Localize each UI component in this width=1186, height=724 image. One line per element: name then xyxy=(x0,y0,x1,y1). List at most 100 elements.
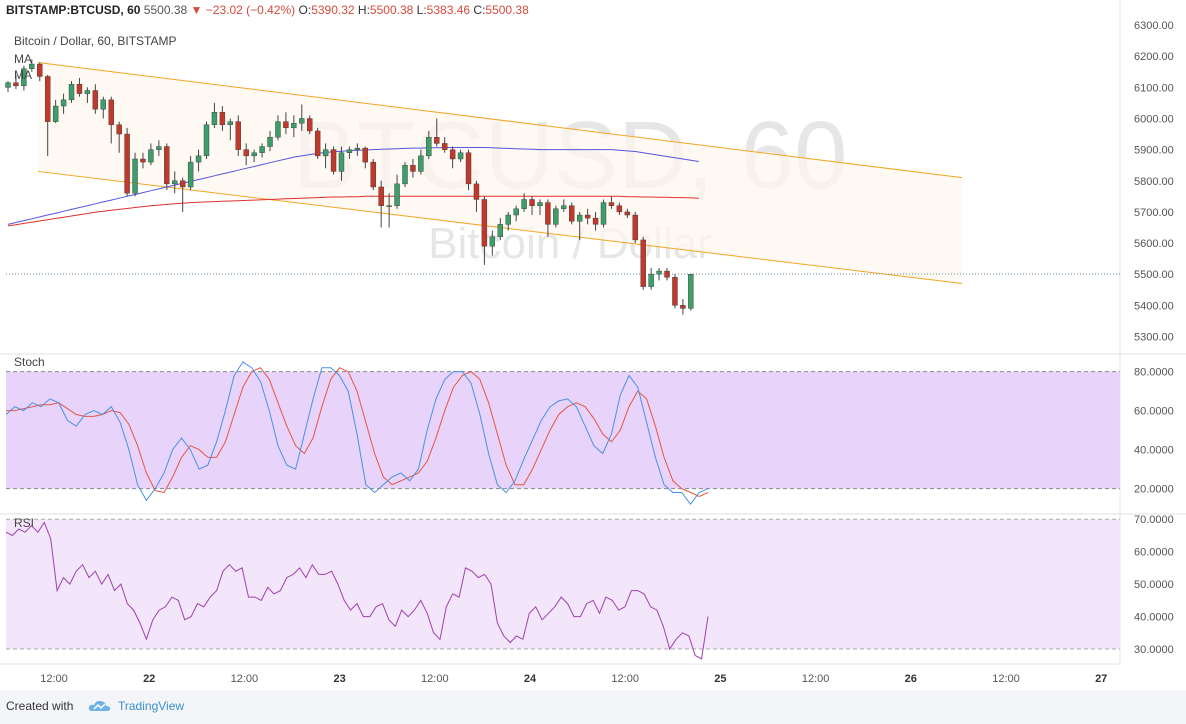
price-tick-label: 6100.00 xyxy=(1134,82,1174,94)
rsi-line xyxy=(5,521,709,660)
candle-body xyxy=(386,205,392,207)
channel-fill xyxy=(38,62,962,284)
candle-body xyxy=(251,152,257,157)
candle-body xyxy=(378,186,384,206)
open-label: O: xyxy=(298,3,312,17)
candle-body xyxy=(640,239,646,287)
candle-body xyxy=(219,112,226,125)
candle-body xyxy=(299,118,305,124)
price-tick-label: 5400.00 xyxy=(1134,300,1174,312)
time-tick-label: 24 xyxy=(524,673,537,685)
candle-body xyxy=(243,149,249,157)
candle-body xyxy=(426,136,432,157)
candle-body xyxy=(116,124,122,135)
candle-body xyxy=(60,99,67,107)
candle-body xyxy=(545,202,551,225)
time-tick-label: 22 xyxy=(143,673,155,685)
time-tick-label: 25 xyxy=(714,673,726,685)
candle-body xyxy=(402,165,408,185)
time-tick-label: 12:00 xyxy=(802,673,830,685)
low-value: 5383.46 xyxy=(426,3,471,17)
price-tick-label: 5800.00 xyxy=(1134,176,1174,188)
candle-body xyxy=(561,205,567,209)
rsi-tick-label: 30.0000 xyxy=(1134,644,1174,656)
candle-body xyxy=(52,105,59,122)
stoch-tick-label: 40.0000 xyxy=(1134,445,1174,457)
price-tick-label: 5500.00 xyxy=(1134,269,1174,281)
candle-body xyxy=(569,205,575,222)
candle-body xyxy=(259,146,265,153)
candle-body xyxy=(608,202,615,206)
candle-body xyxy=(235,121,241,150)
candle-body xyxy=(291,122,297,129)
candle-body xyxy=(179,180,186,188)
stoch-tick-label: 20.0000 xyxy=(1134,484,1174,496)
candle-body xyxy=(203,124,210,157)
candle-body xyxy=(275,121,281,138)
candle-body xyxy=(283,121,289,129)
candle-body xyxy=(497,224,503,238)
candle-body xyxy=(338,152,345,172)
ma-blue-line xyxy=(7,147,699,225)
stoch-tick-label: 80.0000 xyxy=(1134,367,1174,379)
rsi-tick-label: 60.0000 xyxy=(1134,547,1174,559)
close-value: 5500.38 xyxy=(485,3,529,17)
candle-body xyxy=(680,305,686,309)
price-tick-label: 5700.00 xyxy=(1134,207,1174,219)
time-tick-label: 23 xyxy=(333,673,345,685)
candle-body xyxy=(21,68,27,87)
candle-body xyxy=(267,136,273,147)
candle-body xyxy=(68,84,75,101)
time-tick-label: 12:00 xyxy=(231,673,259,685)
time-tick-label: 26 xyxy=(905,673,917,685)
candle-body xyxy=(410,165,416,172)
candle-body xyxy=(307,118,313,132)
candle-body xyxy=(362,147,368,163)
candle-body xyxy=(108,99,114,125)
ma-red-line xyxy=(7,195,699,227)
rsi-tick-label: 50.0000 xyxy=(1134,579,1174,591)
rsi-tick-label: 40.0000 xyxy=(1134,612,1174,624)
price-change: −23.02 (−0.42%) xyxy=(205,3,296,17)
footer-bar: Created with TradingView xyxy=(0,690,1186,724)
price-tick-label: 5300.00 xyxy=(1134,331,1174,343)
candle-body xyxy=(227,121,234,125)
symbol-header: BITSTAMP:BTCUSD, 60 5500.38 ▼ −23.02 (−0… xyxy=(6,3,529,17)
created-with-text: Created with xyxy=(6,699,74,713)
candle-body xyxy=(664,270,670,278)
candle-body xyxy=(330,149,337,172)
stoch-k-line xyxy=(5,361,709,506)
candle-body xyxy=(172,180,178,185)
candle-body xyxy=(124,133,130,194)
candle-body xyxy=(672,277,678,306)
stoch-tick-label: 60.0000 xyxy=(1134,406,1174,418)
candle-body xyxy=(322,149,329,157)
chart-title: Bitcoin / Dollar, 60, BITSTAMP xyxy=(14,34,177,48)
candle-body xyxy=(648,273,654,287)
candle-body xyxy=(76,84,83,94)
candle-body xyxy=(29,63,35,69)
candle-body xyxy=(449,149,456,160)
tradingview-cloud-icon xyxy=(88,700,111,711)
candle-body xyxy=(148,149,154,163)
tradingview-brand[interactable]: TradingView xyxy=(118,699,185,713)
candle-body xyxy=(211,112,218,125)
candle-body xyxy=(688,273,694,309)
ma-legend-2[interactable]: MA xyxy=(14,68,32,82)
candle-body xyxy=(632,214,638,241)
time-tick-label: 12:00 xyxy=(992,673,1020,685)
candle-body xyxy=(521,199,527,209)
chart-canvas[interactable]: BTCUSD, 60Bitcoin / Dollar6300.006200.00… xyxy=(0,0,1186,690)
change-arrow: ▼ xyxy=(190,3,203,17)
candle-body xyxy=(84,90,91,94)
candle-body xyxy=(314,130,321,157)
candle-body xyxy=(576,214,583,222)
rsi-label[interactable]: RSI xyxy=(14,516,35,530)
stoch-label[interactable]: Stoch xyxy=(14,355,45,369)
candle-body xyxy=(418,155,424,172)
time-tick-label: 12:00 xyxy=(611,673,639,685)
channel-upper-line xyxy=(37,61,963,179)
high-label: H: xyxy=(357,3,370,17)
candle-body xyxy=(656,270,662,275)
ma-legend-1[interactable]: MA xyxy=(14,52,32,66)
